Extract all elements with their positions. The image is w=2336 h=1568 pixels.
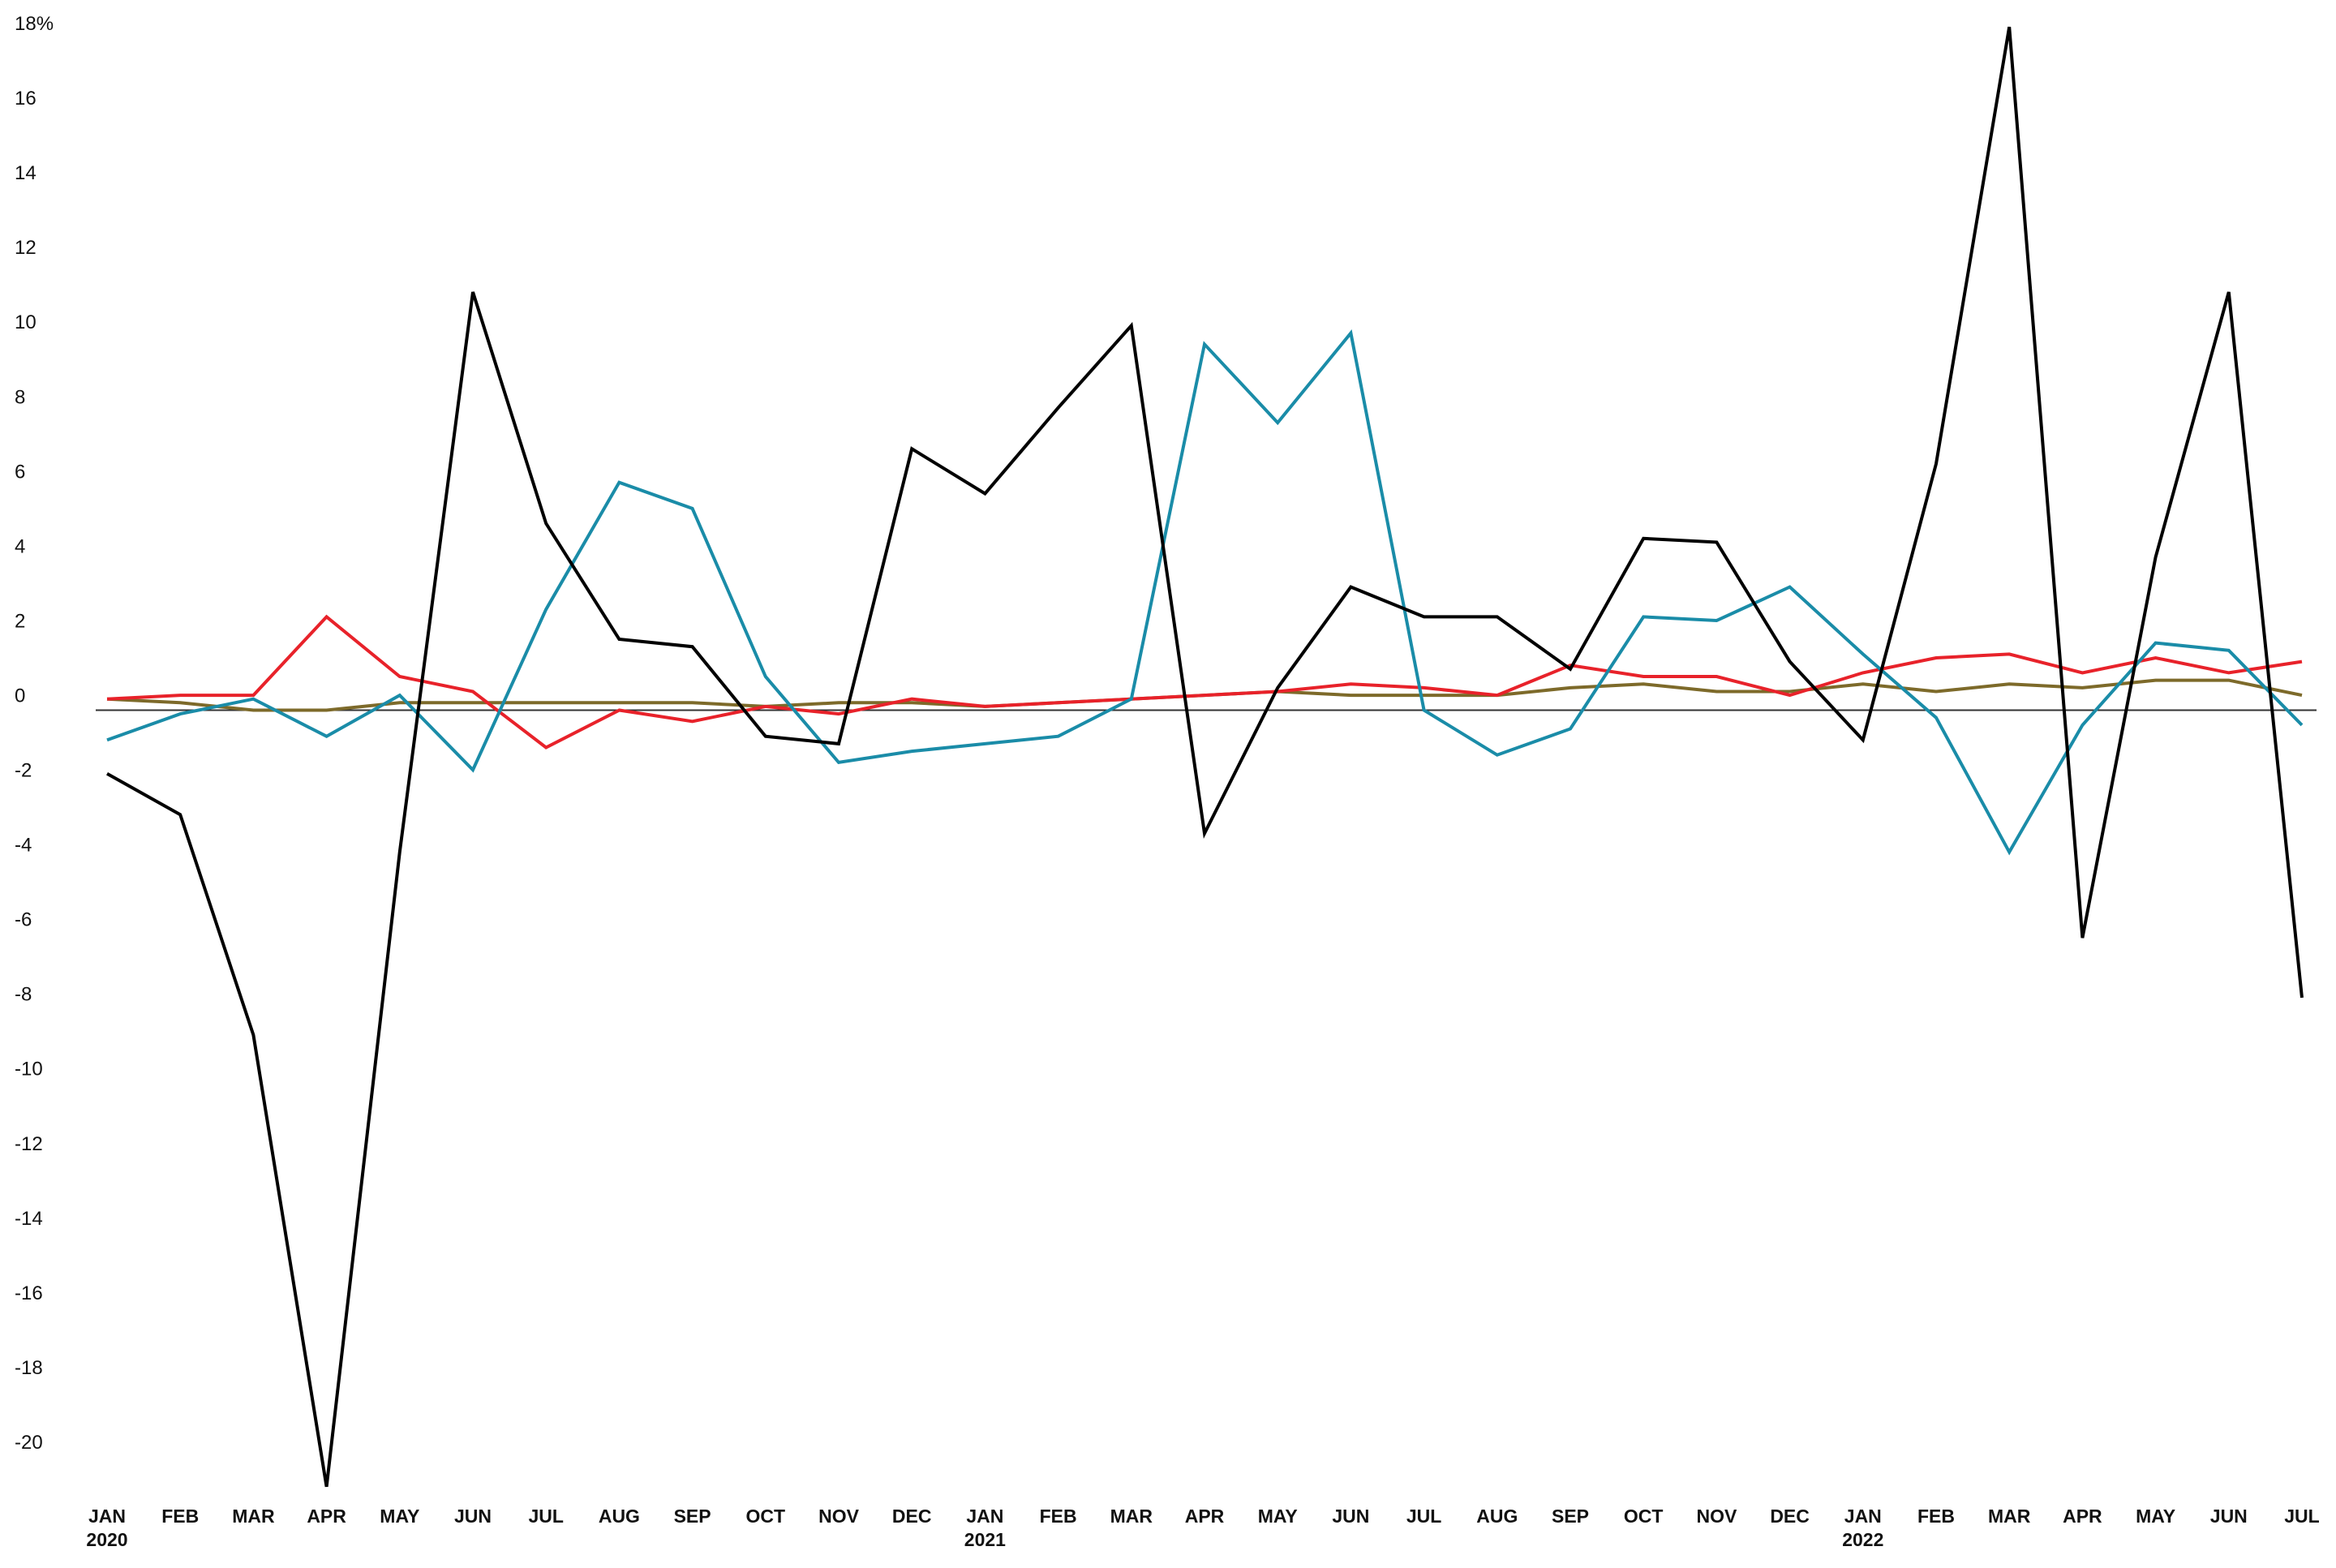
y-tick-label: 6	[15, 461, 25, 483]
y-tick-label: -2	[15, 760, 32, 782]
x-tick-label: FEB	[1917, 1506, 1955, 1527]
y-tick-label: -10	[15, 1059, 43, 1080]
x-tick-label: JAN 2022	[1842, 1506, 1884, 1550]
x-tick-label: APR	[2063, 1506, 2102, 1527]
x-tick-label: NOV	[818, 1506, 859, 1527]
y-tick-label: 14	[15, 162, 36, 184]
x-tick-label: JUL	[1406, 1506, 1442, 1527]
x-tick-label: MAR	[1987, 1506, 2031, 1527]
y-tick-label: 2	[15, 610, 25, 632]
y-tick-label: -14	[15, 1208, 43, 1230]
x-tick-label: JAN 2021	[964, 1506, 1006, 1550]
x-tick-label: SEP	[1551, 1506, 1590, 1527]
x-tick-label: MAY	[1257, 1506, 1298, 1527]
series-line	[106, 26, 2304, 1488]
x-tick-label: JUL	[528, 1506, 564, 1527]
x-tick-label: APR	[1184, 1506, 1225, 1527]
y-tick-label: -6	[15, 909, 32, 931]
x-tick-label: MAR	[1110, 1506, 1153, 1527]
x-tick-label: APR	[307, 1506, 346, 1527]
y-tick-label: 16	[15, 88, 36, 110]
x-tick-label: JUN	[2209, 1506, 2248, 1527]
y-tick-label: 4	[15, 535, 25, 557]
x-tick-label: FEB	[161, 1506, 200, 1527]
y-tick-label: 8	[15, 386, 25, 408]
x-tick-label: SEP	[673, 1506, 711, 1527]
y-tick-label: 10	[15, 311, 36, 333]
series-line	[106, 614, 2303, 750]
x-tick-label: JAN 2020	[86, 1506, 128, 1550]
y-tick-label: -18	[15, 1357, 43, 1379]
y-tick-label: -8	[15, 984, 32, 1006]
y-tick-label: -16	[15, 1282, 43, 1304]
x-tick-label: DEC	[1770, 1506, 1810, 1527]
x-tick-label: JUN	[1332, 1506, 1370, 1527]
x-tick-label: MAR	[232, 1506, 275, 1527]
y-tick-label: -20	[15, 1432, 43, 1454]
y-tick-label: -4	[15, 835, 32, 857]
x-tick-label: MAY	[380, 1506, 420, 1527]
x-tick-label: MAY	[2136, 1506, 2176, 1527]
y-tick-label: 0	[15, 685, 25, 707]
x-tick-label: AUG	[1476, 1506, 1518, 1527]
x-tick-label: JUL	[2284, 1506, 2320, 1527]
x-tick-label: FEB	[1039, 1506, 1077, 1527]
x-tick-label: OCT	[1623, 1506, 1664, 1527]
series-line	[106, 329, 2304, 856]
x-tick-label: AUG	[598, 1506, 640, 1527]
y-tick-label: 18%	[15, 13, 54, 35]
x-tick-label: OCT	[745, 1506, 786, 1527]
y-tick-label: 12	[15, 237, 36, 259]
y-tick-label: -12	[15, 1133, 43, 1155]
x-tick-label: NOV	[1696, 1506, 1737, 1527]
x-tick-label: JUN	[453, 1506, 492, 1527]
x-tick-label: DEC	[891, 1506, 932, 1527]
